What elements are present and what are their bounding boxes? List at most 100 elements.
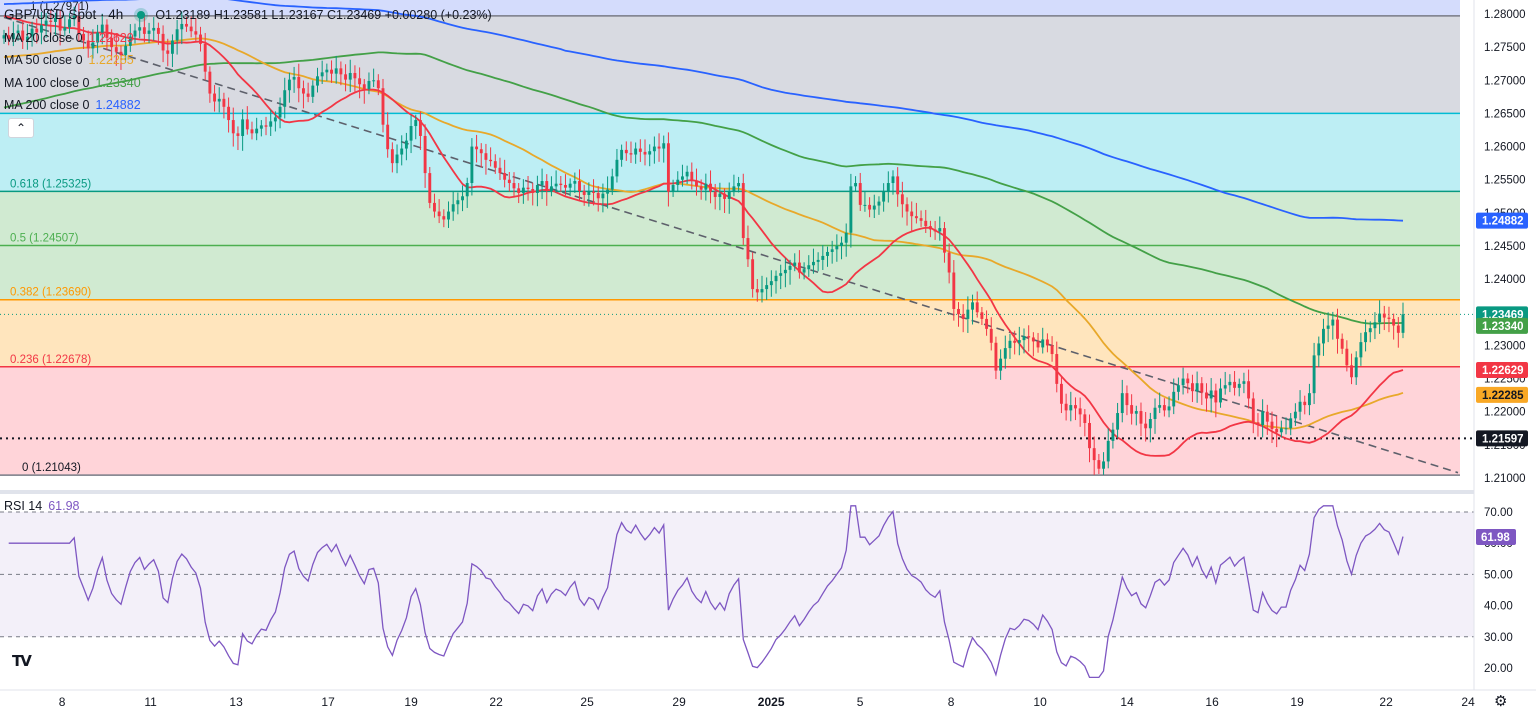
candle[interactable] (512, 183, 516, 189)
candle[interactable] (339, 68, 343, 75)
candle[interactable] (119, 51, 123, 56)
candle[interactable] (830, 249, 834, 252)
candle[interactable] (517, 188, 521, 193)
gear-icon[interactable]: ⚙ (1494, 693, 1508, 710)
candle[interactable] (96, 32, 100, 43)
candle[interactable] (802, 269, 806, 273)
candle[interactable] (690, 171, 694, 182)
candle[interactable] (1064, 403, 1068, 411)
candle[interactable] (409, 126, 413, 141)
candle[interactable] (1247, 381, 1251, 399)
candle[interactable] (311, 85, 315, 97)
candle[interactable] (1139, 411, 1143, 424)
candle[interactable] (199, 34, 202, 44)
candle[interactable] (896, 176, 900, 195)
candle[interactable] (657, 146, 661, 149)
candle[interactable] (1144, 423, 1148, 429)
candle[interactable] (816, 259, 820, 262)
candle[interactable] (877, 201, 881, 206)
candle[interactable] (1088, 422, 1091, 449)
candle[interactable] (872, 205, 876, 210)
candle[interactable] (1036, 341, 1040, 348)
candle[interactable] (746, 238, 750, 260)
candle[interactable] (666, 143, 670, 192)
candle[interactable] (1293, 411, 1297, 419)
candle[interactable] (629, 153, 633, 155)
candle[interactable] (245, 119, 249, 130)
candle[interactable] (1027, 336, 1031, 338)
tradingview-logo-icon[interactable]: TV (12, 652, 32, 670)
candle[interactable] (16, 30, 20, 34)
candle[interactable] (671, 185, 675, 192)
candle[interactable] (423, 135, 427, 174)
symbol-title[interactable]: GBP/USD Spot · 4h (4, 7, 124, 23)
candle[interactable] (231, 120, 235, 134)
candle[interactable] (428, 173, 432, 203)
candle[interactable] (273, 117, 277, 122)
candle[interactable] (989, 328, 993, 343)
rsi-line[interactable] (8, 505, 1404, 679)
candle[interactable] (114, 47, 118, 52)
candle[interactable] (924, 220, 928, 227)
candle[interactable] (1303, 401, 1307, 406)
candle[interactable] (919, 218, 923, 221)
candle[interactable] (1298, 401, 1302, 412)
candle[interactable] (152, 27, 156, 31)
candle[interactable] (582, 190, 586, 195)
candle[interactable] (938, 228, 942, 232)
candle[interactable] (943, 228, 946, 253)
candle[interactable] (166, 50, 170, 54)
candle[interactable] (783, 269, 787, 274)
candle[interactable] (1242, 381, 1246, 384)
candle[interactable] (255, 128, 259, 134)
candle[interactable] (442, 216, 446, 220)
candle[interactable] (521, 187, 525, 193)
candle[interactable] (1059, 383, 1063, 404)
candle[interactable] (559, 183, 563, 186)
candle[interactable] (540, 181, 544, 186)
candle[interactable] (1237, 383, 1241, 388)
candle[interactable] (124, 45, 128, 56)
candle[interactable] (788, 265, 792, 270)
ma-legend-row[interactable]: MA 200 close 0 1.24882 (4, 94, 492, 117)
candle[interactable] (493, 161, 497, 168)
candle[interactable] (835, 246, 839, 250)
candle[interactable] (334, 68, 338, 74)
candle[interactable] (727, 190, 731, 199)
candle[interactable] (1382, 313, 1386, 318)
candle[interactable] (250, 129, 254, 134)
candle[interactable] (1130, 405, 1134, 414)
candle[interactable] (1195, 383, 1199, 392)
candle[interactable] (189, 26, 193, 32)
candle[interactable] (760, 289, 764, 293)
candle[interactable] (1261, 411, 1265, 425)
rsi-legend[interactable]: RSI 14 61.98 (4, 499, 80, 513)
candle[interactable] (433, 202, 436, 212)
candle[interactable] (826, 251, 829, 256)
candle[interactable] (1209, 390, 1213, 399)
candle[interactable] (1256, 422, 1260, 425)
candle[interactable] (344, 74, 348, 80)
candle[interactable] (418, 120, 422, 136)
candle[interactable] (138, 27, 142, 31)
candle[interactable] (414, 120, 418, 127)
candle[interactable] (105, 24, 109, 38)
candle[interactable] (227, 106, 231, 121)
ma100-line[interactable] (3, 51, 1404, 325)
candle[interactable] (320, 72, 324, 77)
candle[interactable] (849, 186, 853, 233)
candle[interactable] (475, 146, 479, 150)
candle[interactable] (620, 149, 624, 160)
candle[interactable] (1041, 339, 1045, 348)
trendline[interactable] (3, 16, 1459, 474)
candle[interactable] (1364, 332, 1368, 343)
candle[interactable] (723, 193, 727, 199)
candle[interactable] (741, 183, 745, 239)
candle[interactable] (1265, 411, 1269, 422)
candle[interactable] (236, 133, 240, 136)
candle[interactable] (844, 232, 848, 243)
candle[interactable] (489, 159, 493, 162)
candle[interactable] (1322, 328, 1325, 344)
candle[interactable] (793, 262, 797, 266)
candle[interactable] (156, 27, 160, 34)
